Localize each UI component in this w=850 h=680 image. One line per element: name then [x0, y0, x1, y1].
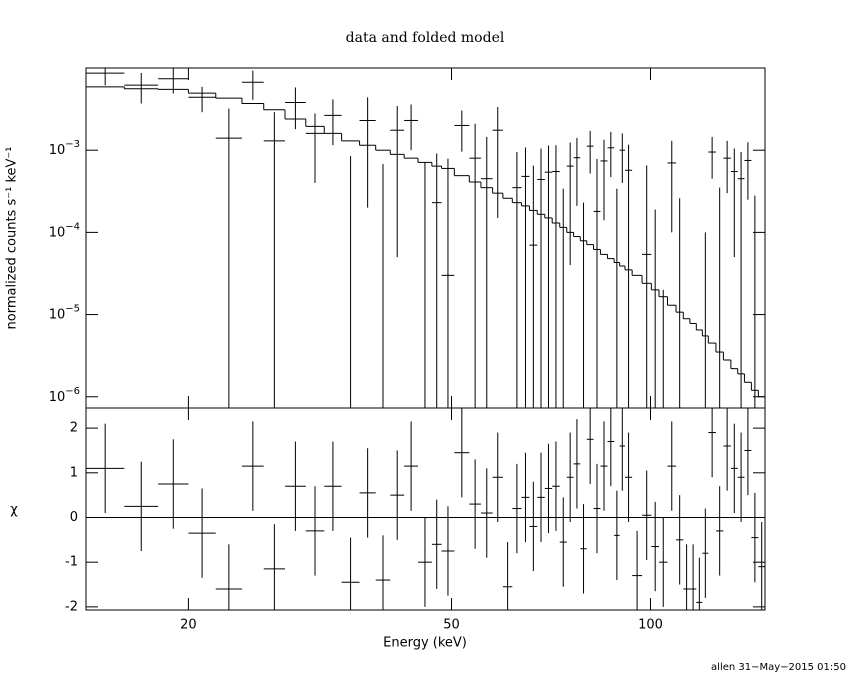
x-tick-label: 100 — [638, 618, 663, 633]
y-tick-label: 2 — [70, 421, 78, 436]
x-axis-label: Energy (keV) — [383, 636, 467, 651]
y-tick-label: -1 — [65, 555, 78, 570]
axes-frame — [85, 407, 766, 611]
y-axis-label: normalized counts s⁻¹ keV⁻¹ — [5, 147, 20, 330]
residual-plot — [86, 408, 765, 610]
y-tick-label: 10−3 — [49, 139, 80, 158]
y-tick-label: 10−4 — [49, 221, 80, 240]
chart-title: data and folded model — [346, 30, 505, 46]
x-tick-label: 20 — [180, 618, 197, 633]
y-tick-label: 1 — [70, 465, 78, 480]
y-tick-label: 10−6 — [49, 386, 80, 405]
footer: allen 31−May−2015 01:50 — [711, 662, 846, 673]
y-tick-label: 0 — [70, 510, 78, 525]
x-tick-label: 50 — [443, 618, 460, 633]
top-plot — [86, 68, 765, 408]
y-axis-label: χ — [10, 503, 18, 518]
y-tick-label: -2 — [65, 599, 78, 614]
y-tick-label: 10−5 — [49, 304, 80, 323]
